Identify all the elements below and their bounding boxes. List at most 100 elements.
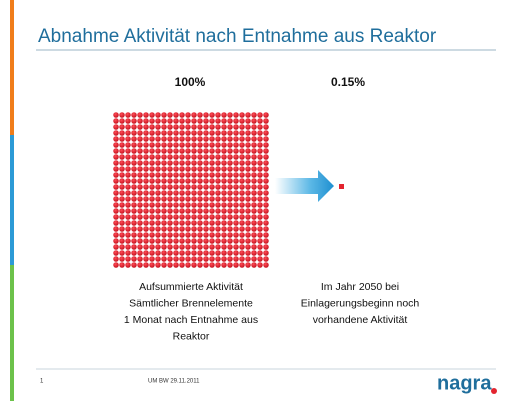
dot [167, 256, 173, 262]
dot [257, 136, 263, 142]
dot [203, 202, 209, 208]
dot [233, 232, 239, 238]
dot [215, 190, 221, 196]
dot [119, 124, 125, 130]
dot [185, 214, 191, 220]
dot [263, 112, 269, 118]
dot [221, 214, 227, 220]
dot [227, 142, 233, 148]
footer-note: UM BW 29.11.2011 [148, 379, 200, 385]
dot [203, 190, 209, 196]
dot [209, 196, 215, 202]
dot [191, 184, 197, 190]
dot [221, 190, 227, 196]
dot [137, 184, 143, 190]
dot [149, 118, 155, 124]
dot [167, 214, 173, 220]
dot [251, 118, 257, 124]
dot [197, 244, 203, 250]
dot [125, 148, 131, 154]
dot [233, 184, 239, 190]
dot [251, 202, 257, 208]
dot [161, 214, 167, 220]
dot [209, 226, 215, 232]
dot [233, 190, 239, 196]
dot [257, 226, 263, 232]
dot [113, 226, 119, 232]
dot [131, 118, 137, 124]
dot [263, 256, 269, 262]
dot [185, 184, 191, 190]
dot [119, 112, 125, 118]
dot [143, 172, 149, 178]
dot [167, 172, 173, 178]
dot [245, 148, 251, 154]
dot [203, 262, 209, 268]
bar-green [10, 265, 14, 401]
dot [155, 136, 161, 142]
dot [137, 154, 143, 160]
dot [179, 190, 185, 196]
dot [113, 118, 119, 124]
dot [197, 166, 203, 172]
dot [257, 220, 263, 226]
dot [257, 142, 263, 148]
dot [167, 250, 173, 256]
dot [257, 148, 263, 154]
dot [221, 250, 227, 256]
dot [137, 244, 143, 250]
dot [197, 232, 203, 238]
dot [221, 244, 227, 250]
caption-line: Im Jahr 2050 bei [321, 281, 399, 293]
dot [131, 178, 137, 184]
dot [257, 262, 263, 268]
dot [251, 208, 257, 214]
dot [233, 226, 239, 232]
dot [197, 118, 203, 124]
dot [209, 202, 215, 208]
dot [203, 154, 209, 160]
dot [185, 256, 191, 262]
dot [233, 118, 239, 124]
dot [263, 118, 269, 124]
dot [173, 136, 179, 142]
dot [221, 142, 227, 148]
dot [119, 190, 125, 196]
dot [161, 232, 167, 238]
dot [221, 202, 227, 208]
dot [143, 190, 149, 196]
dot [155, 244, 161, 250]
dot [131, 184, 137, 190]
dot [167, 196, 173, 202]
dot [203, 208, 209, 214]
dot [209, 256, 215, 262]
dot [191, 256, 197, 262]
dot [149, 232, 155, 238]
dot [239, 214, 245, 220]
dot [227, 154, 233, 160]
dot [155, 118, 161, 124]
dot [137, 208, 143, 214]
caption-line: Aufsummierte Aktivität [139, 281, 243, 293]
dot [203, 196, 209, 202]
dot [143, 160, 149, 166]
dot [233, 208, 239, 214]
dot [155, 190, 161, 196]
dot [239, 124, 245, 130]
dot [113, 220, 119, 226]
dot [251, 214, 257, 220]
dot [203, 226, 209, 232]
dot [143, 244, 149, 250]
dot [155, 178, 161, 184]
dot [125, 118, 131, 124]
dot [233, 136, 239, 142]
dot [173, 148, 179, 154]
dot [227, 178, 233, 184]
dot [221, 160, 227, 166]
dot [119, 154, 125, 160]
dot [251, 232, 257, 238]
dot [119, 148, 125, 154]
dot [173, 142, 179, 148]
dot [251, 136, 257, 142]
dot [263, 208, 269, 214]
